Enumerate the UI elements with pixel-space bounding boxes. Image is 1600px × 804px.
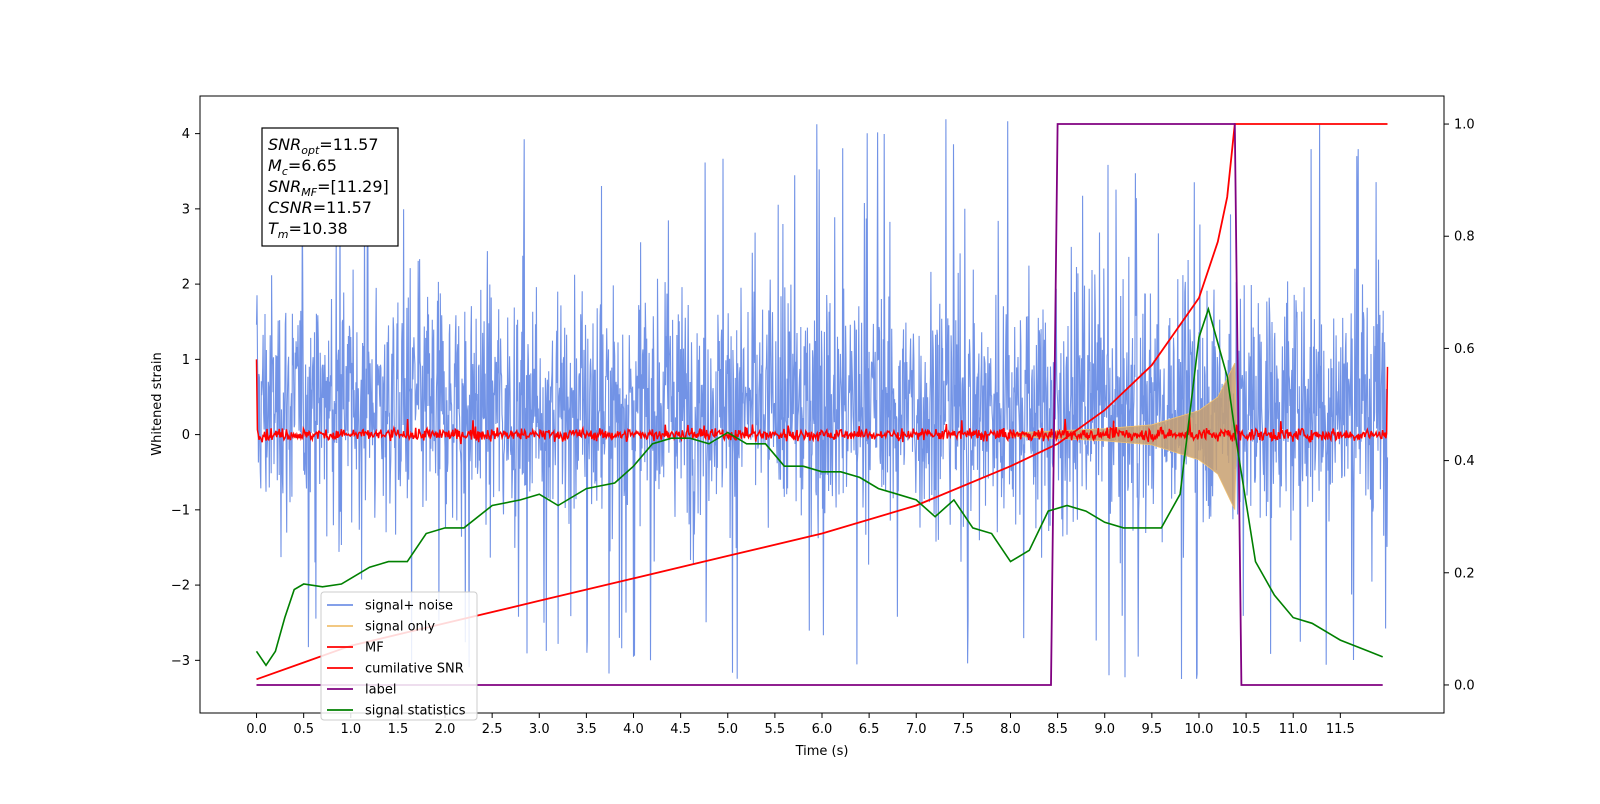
annotation-value: =10.38 [289,219,348,238]
annotation-subscript: opt [301,144,320,157]
series-signal-noise [255,119,1389,680]
x-tick-label: 6.5 [859,722,880,737]
series-signal-statistics [255,306,1383,667]
legend: signal+ noise signal only MF cumilative SNR… [320,591,478,721]
x-tick-label: 10.0 [1184,722,1213,737]
annotation-symbol: CSNR [268,198,313,217]
annotation-subscript: MF [301,186,317,199]
annotation-value: =11.57 [313,198,372,217]
y-axis-left: −3 −2 −1 0 1 2 3 4 [171,127,200,669]
annotation-line: SNRopt=11.57 [268,135,379,157]
y-tick-label: 3 [182,202,190,217]
legend-entry-label: signal only [365,620,435,635]
x-tick-label: 9.0 [1094,722,1115,737]
annotation-subscript: c [282,165,288,178]
y-tick-label: −2 [171,579,190,594]
x-tick-label: 11.0 [1279,722,1308,737]
y-tick-label: 0 [182,428,190,443]
y-tick-label: −1 [171,503,190,518]
y-tick-label: −3 [171,654,190,669]
x-tick-label: 3.0 [529,722,550,737]
y-right-tick-label: 0.6 [1454,342,1475,357]
series-signal-only [1010,362,1238,510]
annotation-symbol: SNR [268,135,301,154]
y-right-tick-label: 1.0 [1454,118,1475,133]
annotation-subscript: m [278,228,289,241]
x-tick-label: 10.5 [1232,722,1261,737]
y-axis-right: 0.0 0.2 0.4 0.6 0.8 1.0 [1444,118,1475,693]
x-tick-label: 2.5 [482,722,503,737]
y-right-tick-label: 0.2 [1454,566,1475,581]
y-right-tick-label: 0.8 [1454,230,1475,245]
x-tick-label: 3.5 [576,722,597,737]
x-tick-label: 6.0 [812,722,833,737]
x-tick-label: 1.0 [340,722,361,737]
annotation-value: =[11.29] [317,177,389,196]
legend-entry-label: cumilative SNR [365,662,464,677]
x-tick-label: 2.0 [435,722,456,737]
annotation-value: =6.65 [288,156,337,175]
x-tick-label: 9.5 [1142,722,1163,737]
x-tick-label: 7.0 [906,722,927,737]
x-tick-label: 5.5 [765,722,786,737]
x-tick-label: 0.5 [293,722,314,737]
annotation-frame [261,127,399,247]
annotation-line: Tm=10.38 [268,219,348,241]
x-axis: 0.0 0.5 1.0 1.5 2.0 2.5 3.0 3.5 4.0 4.5 5.0 5.5 6.0 6… [246,713,1355,737]
series-label [256,123,1383,686]
legend-entry-label: signal+ noise [365,599,453,614]
annotation-symbol: SNR [268,177,301,196]
x-tick-label: 11.5 [1326,722,1355,737]
legend-entry-label: label [365,683,396,698]
x-tick-label: 8.0 [1000,722,1021,737]
plot-area [255,119,1389,686]
x-tick-label: 5.0 [717,722,738,737]
x-tick-label: 8.5 [1047,722,1068,737]
x-tick-label: 7.5 [953,722,974,737]
legend-frame [320,591,478,721]
annotation-line: SNRMF=[11.29] [268,177,389,199]
annotation-symbol: T [268,219,279,238]
stats-annotation: SNRopt=11.57Mc=6.65SNRMF=[11.29]CSNR=11.… [261,127,399,247]
legend-entry-label: MF [365,641,384,656]
x-tick-label: 0.0 [246,722,267,737]
y-tick-label: 1 [182,353,190,368]
x-tick-label: 1.5 [388,722,409,737]
y-right-tick-label: 0.0 [1454,678,1475,693]
y-tick-label: 2 [182,278,190,293]
annotation-line: Mc=6.65 [268,156,337,178]
legend-entry-label: signal statistics [365,704,466,719]
y-tick-label: 4 [182,127,190,142]
annotation-line: CSNR=11.57 [268,198,372,217]
x-axis-label: Time (s) [795,744,849,759]
y-axis-label: Whitened strain [150,352,165,455]
annotation-value: =11.57 [319,135,378,154]
annotation-symbol: M [268,156,282,175]
x-tick-label: 4.0 [623,722,644,737]
series-mf [255,359,1389,445]
x-tick-label: 4.5 [670,722,691,737]
y-right-tick-label: 0.4 [1454,454,1475,469]
